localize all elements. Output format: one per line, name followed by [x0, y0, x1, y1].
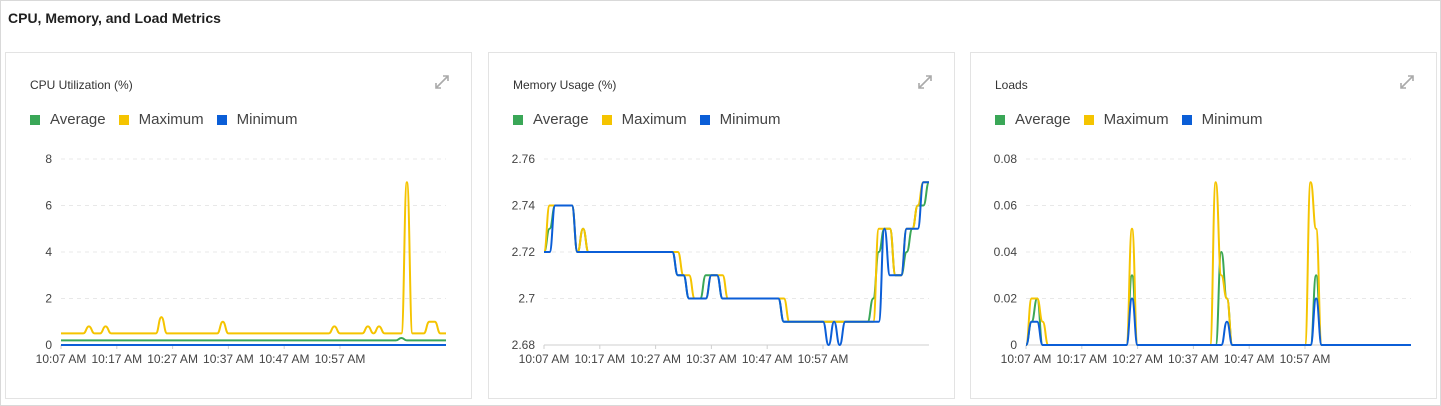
legend-item-average[interactable]: Average [995, 111, 1071, 128]
x-tick-label: 10:27 AM [147, 352, 198, 366]
legend-label: Minimum [719, 111, 781, 128]
legend-item-average[interactable]: Average [513, 111, 589, 128]
loads-panel: Loads Average Maximum Minimum 0 0.02 0.04 0… [970, 52, 1437, 399]
x-tick-label: 10:17 AM [91, 352, 142, 366]
x-tick-label: 10:37 AM [686, 352, 737, 366]
legend-item-maximum[interactable]: Maximum [118, 111, 204, 128]
legend-swatch [995, 114, 1005, 125]
y-tick-label: 2.68 [512, 338, 536, 352]
legend-swatch [601, 114, 612, 125]
chart-legend: Average Maximum Minimum [513, 111, 793, 128]
series-line-minimum [544, 181, 929, 347]
legend-label: Average [50, 111, 106, 128]
panel-title: Memory Usage (%) [513, 78, 617, 92]
memory-line-chart: 2.68 2.7 2.72 2.74 2.76 10:07 AM 10:17 AM 10:27… [512, 152, 930, 366]
expand-icon[interactable] [1398, 73, 1416, 91]
expand-icon[interactable] [433, 73, 451, 91]
x-tick-label: 10:37 AM [203, 352, 254, 366]
x-tick-label: 10:17 AM [1056, 352, 1107, 366]
legend-label: Minimum [236, 111, 298, 128]
legend-swatch [699, 114, 710, 125]
legend-swatch [513, 114, 523, 125]
chart-legend: Average Maximum Minimum [995, 111, 1275, 128]
y-tick-label: 0.04 [994, 245, 1018, 259]
x-tick-label: 10:07 AM [36, 352, 87, 366]
cpu-line-chart: 0 2 4 6 8 10:07 AM 10:17 AM 10:27 AM 10:37 AM 10:… [36, 152, 446, 366]
y-tick-label: 2.72 [512, 245, 536, 259]
legend-swatch [216, 114, 227, 125]
panel-title: Loads [995, 78, 1028, 92]
series-line-maximum [60, 181, 446, 335]
legend-item-average[interactable]: Average [30, 111, 106, 128]
x-tick-label: 10:57 AM [798, 352, 849, 366]
legend-swatch [118, 114, 129, 125]
legend-label: Maximum [621, 111, 687, 128]
series-line-minimum [1025, 297, 1411, 346]
y-tick-label: 0.06 [994, 199, 1018, 213]
legend-item-minimum[interactable]: Minimum [1181, 111, 1263, 128]
legend-label: Maximum [1103, 111, 1169, 128]
expand-icon[interactable] [916, 73, 934, 91]
y-tick-label: 4 [45, 245, 52, 259]
loads-line-chart: 0 0.02 0.04 0.06 0.08 10:07 AM 10:17 AM 10:27 A… [994, 152, 1411, 366]
x-tick-label: 10:27 AM [1112, 352, 1163, 366]
x-tick-label: 10:47 AM [259, 352, 310, 366]
legend-item-maximum[interactable]: Maximum [1083, 111, 1169, 128]
x-tick-label: 10:37 AM [1168, 352, 1219, 366]
x-tick-label: 10:27 AM [630, 352, 681, 366]
y-tick-label: 8 [45, 152, 52, 166]
legend-item-minimum[interactable]: Minimum [216, 111, 298, 128]
y-tick-label: 0 [45, 338, 52, 352]
memory-usage-panel: Memory Usage (%) Average Maximum Minimum… [488, 52, 955, 399]
y-tick-label: 0.08 [994, 152, 1018, 166]
cpu-utilization-panel: CPU Utilization (%) Average Maximum Mini… [5, 52, 472, 399]
series-line-average [61, 336, 446, 342]
legend-label: Average [533, 111, 589, 128]
y-tick-label: 6 [45, 199, 52, 213]
y-tick-label: 2.74 [512, 199, 536, 213]
legend-swatch [1181, 114, 1192, 125]
x-tick-label: 10:57 AM [1280, 352, 1331, 366]
x-tick-label: 10:07 AM [519, 352, 570, 366]
x-tick-label: 10:17 AM [574, 352, 625, 366]
x-tick-label: 10:57 AM [315, 352, 366, 366]
y-tick-label: 2.7 [518, 292, 535, 306]
y-tick-label: 0 [1010, 338, 1017, 352]
panel-title: CPU Utilization (%) [30, 78, 133, 92]
legend-label: Maximum [138, 111, 204, 128]
x-tick-label: 10:47 AM [742, 352, 793, 366]
legend-item-minimum[interactable]: Minimum [699, 111, 781, 128]
legend-swatch [30, 114, 40, 125]
y-tick-label: 2 [45, 292, 52, 306]
x-tick-label: 10:07 AM [1001, 352, 1052, 366]
legend-item-maximum[interactable]: Maximum [601, 111, 687, 128]
x-tick-label: 10:47 AM [1224, 352, 1275, 366]
legend-label: Minimum [1201, 111, 1263, 128]
legend-swatch [1083, 114, 1094, 125]
legend-label: Average [1015, 111, 1071, 128]
y-tick-label: 2.76 [512, 152, 536, 166]
y-tick-label: 0.02 [994, 292, 1018, 306]
chart-legend: Average Maximum Minimum [30, 111, 310, 128]
section-title: CPU, Memory, and Load Metrics [8, 10, 221, 26]
